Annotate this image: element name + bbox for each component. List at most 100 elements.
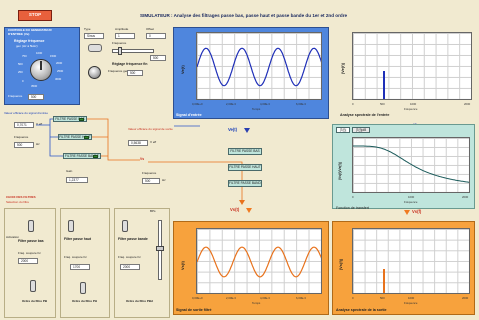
input-spectrum-xtick: 500 <box>380 102 385 106</box>
dial-tick: 500 <box>18 62 23 66</box>
high-pass-order-switch[interactable] <box>80 282 86 294</box>
input-frequency-value: 500 <box>14 142 34 148</box>
gen-frequency-display: 500 <box>28 94 44 100</box>
band-pass-led <box>93 155 98 158</box>
vs-t-tag: Vs(t) <box>230 207 240 212</box>
output-rms-value: 0,5638 <box>128 140 148 146</box>
low-pass-cutoff-input[interactable]: 2000 <box>18 258 38 264</box>
transfer-xlabel: Fréquence <box>404 200 418 204</box>
center-high-pass-button[interactable]: FILTRE PASSE HAUT <box>228 164 262 171</box>
stop-button[interactable]: STOP <box>18 10 52 21</box>
high-pass-cutoff-label: Fréq. coupure Fc <box>64 255 87 259</box>
input-spectrum-xlabel: Fréquence <box>404 107 418 111</box>
bandwidth-slider-handle[interactable] <box>156 246 164 251</box>
output-spectrum-xtick: 0 <box>352 296 354 300</box>
ve-tag: Ve(t) <box>228 127 238 132</box>
low-pass-activation-switch[interactable] <box>28 220 34 232</box>
frequency-slider-handle[interactable] <box>118 47 122 55</box>
input-xtick: 4,00E-3 <box>260 102 270 106</box>
bandwidth-label: BPs <box>150 209 156 213</box>
low-pass-order-switch[interactable] <box>30 280 36 292</box>
input-signal-ylabel: Ve(t) <box>180 65 185 74</box>
output-waveform <box>197 246 321 278</box>
low-pass-column <box>4 208 56 318</box>
band-pass-cutoff-input[interactable]: 2000 <box>120 264 140 270</box>
input-spectrum-caption: Analyse spectrale de l'entrée <box>340 113 390 117</box>
frequency-dial[interactable] <box>30 59 52 81</box>
output-rms-unit: V eff <box>150 140 157 144</box>
output-xtick: 2,00E-3 <box>226 296 236 300</box>
transfer-xtick: 2000 <box>462 195 469 199</box>
high-pass-title: Filtre passe haut <box>64 237 91 241</box>
frequency-slider[interactable] <box>112 49 154 53</box>
high-pass-order-label: Ordre du filtre PH <box>72 299 98 303</box>
gain-value: 1,2377 <box>66 177 88 183</box>
high-pass-filter-button[interactable]: FILTRE PASSE HAUT <box>58 134 92 140</box>
tab-db-transfer[interactable]: |T(f)|dB <box>352 127 370 133</box>
dial-tick: 1000 <box>36 51 43 55</box>
output-to-plot <box>148 161 243 200</box>
band-pass-title: Filtre passe bande <box>118 237 148 241</box>
output-frequency-value: 500 <box>142 178 160 184</box>
high-pass-cutoff-input[interactable]: 1700 <box>70 264 90 270</box>
input-frequency-unit: Hz <box>36 142 40 146</box>
dial-tick: 750 <box>22 54 27 58</box>
input-rms-label: Valeur efficace du signal d'entrée <box>4 111 48 115</box>
center-low-pass-button[interactable]: FILTRE PASSE BAS <box>228 148 262 155</box>
high-pass-activation-switch[interactable] <box>68 220 74 232</box>
dial-tick: 3500 <box>31 84 38 88</box>
dial-tick: 1500 <box>50 54 57 58</box>
input-spectrum-ylabel: |Ve(f)| <box>340 63 345 74</box>
activation-label: Activation <box>6 235 20 239</box>
output-signal-xlabel: Temps <box>252 301 261 305</box>
vs-tag: Vs <box>140 157 145 161</box>
input-spectrum-xtick: 1000 <box>410 102 417 106</box>
band-pass-filter-button[interactable]: FILTRE PASSE BANDE <box>63 153 101 159</box>
transfer-caption: Fonction de transfert <box>336 206 369 210</box>
output-spectrum-xtick: 2000 <box>462 296 469 300</box>
fine-frequency-knob[interactable] <box>88 66 101 79</box>
center-band-pass-button[interactable]: FILTRE PASSE BANDE <box>228 180 262 187</box>
low-pass-title: Filtre passe bas <box>18 239 44 243</box>
input-rms-value: 0,7071 <box>14 122 34 128</box>
low-pass-order-label: Ordre du filtre PB <box>22 299 48 303</box>
input-route <box>36 118 63 157</box>
output-spectrum-ylabel: |Vs(f)| <box>338 258 343 270</box>
type-select[interactable]: Sinus <box>84 33 104 39</box>
frequency-value: 500 <box>150 55 166 61</box>
high-pass-led <box>84 136 89 139</box>
band-pass-activation-switch[interactable] <box>122 220 128 232</box>
input-frequency-label: Fréquence <box>14 135 29 139</box>
output-xtick: 6,00E-3 <box>296 296 306 300</box>
dial-tick: 2000 <box>56 61 63 65</box>
output-xtick: 0,00E+0 <box>192 296 203 300</box>
transfer-ylabel: |Vs(f)/Ve(f)| <box>338 162 342 180</box>
output-spectrum-plot <box>352 228 470 294</box>
frequency-adjust-label: Réglage fréquence <box>14 39 45 43</box>
tab-linear-transfer[interactable]: |T(f)| <box>336 127 350 133</box>
band-pass-column <box>114 208 170 318</box>
high-pass-column <box>60 208 110 318</box>
transfer-curve <box>353 145 469 183</box>
transfer-xtick: 1000 <box>408 195 415 199</box>
filter-choice-subtitle: Sélection du filtre <box>6 200 30 204</box>
output-signal-plot <box>196 228 322 294</box>
output-arrow <box>239 200 245 205</box>
low-pass-filter-button[interactable]: FILTRE PASSE BAS <box>53 116 87 122</box>
vs-t-tag-arrow <box>246 208 252 213</box>
output-spectrum-caption: Analyse spectrale de la sortie <box>336 308 387 312</box>
filter-choice-title: CHOIX DES FILTRES <box>6 195 36 199</box>
dial-tick: 2500 <box>57 69 64 73</box>
offset-input[interactable]: 0 <box>146 33 166 39</box>
input-xtick: 0,00E+0 <box>192 102 203 106</box>
input-spectrum-peak <box>383 71 385 99</box>
type-label: Type <box>84 27 91 31</box>
output-spectrum-peak <box>383 269 385 293</box>
amplitude-input[interactable]: 1 <box>115 33 135 39</box>
generator-toggle-switch[interactable] <box>88 44 102 52</box>
gen-frequency-input[interactable]: 500 <box>127 70 143 76</box>
page-title: SIMULATEUR : Analyse des filtrages passe… <box>140 13 348 18</box>
dial-tick: 250 <box>18 70 23 74</box>
